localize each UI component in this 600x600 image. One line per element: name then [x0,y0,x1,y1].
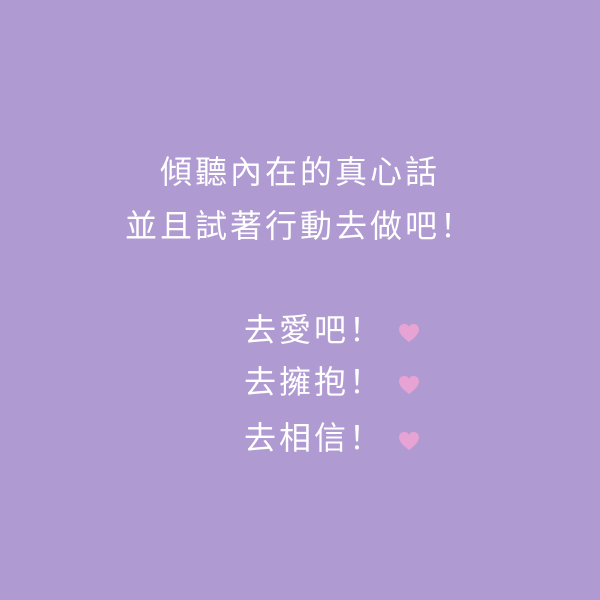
intro-line-2: 並且試著行動去做吧！ [124,207,475,245]
heart-icon [398,375,420,395]
action-line-embrace: 去擁抱！ [244,362,420,402]
action-text: 去相信！ [244,419,385,457]
action-line-believe: 去相信！ [244,418,420,458]
intro-line-1: 傾聽內在的真心話 [159,153,440,191]
heart-icon [398,323,420,343]
action-text: 去擁抱！ [244,363,385,401]
action-line-love: 去愛吧！ [244,310,420,350]
action-text: 去愛吧！ [244,311,385,349]
heart-icon [398,431,420,451]
